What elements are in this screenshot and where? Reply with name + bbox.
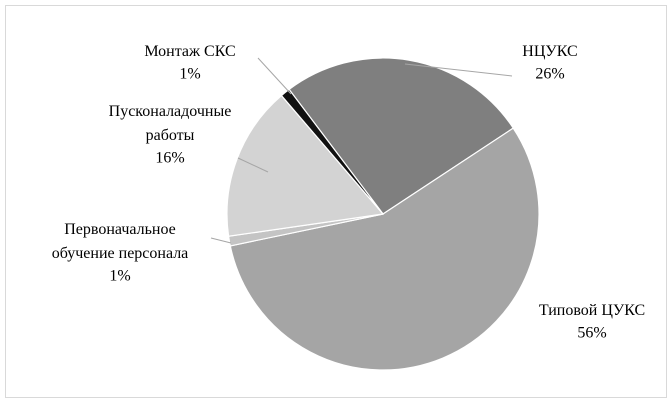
leader-line: [210, 237, 232, 244]
category-label-line: Монтаж СКС: [144, 43, 235, 60]
pie-slice: [226, 94, 385, 237]
pie-slice: [280, 88, 384, 215]
value-label: 26%: [535, 66, 564, 83]
category-label-line: работы: [146, 127, 195, 144]
category-label-line: Первоначальное: [64, 221, 176, 238]
value-label: 1%: [179, 66, 200, 83]
category-label-line: обучение персонала: [52, 245, 189, 262]
category-label: Первоначальное обучение персонала: [52, 221, 189, 262]
category-label: Монтаж СКС: [144, 43, 235, 60]
category-label-line: НЦУКС: [522, 43, 577, 60]
leader-line: [257, 57, 292, 95]
category-label-line: Пусконаладочные: [109, 103, 232, 120]
pie-slice: [288, 57, 515, 215]
value-label: 56%: [577, 325, 606, 342]
category-label: Типовой ЦУКС: [539, 302, 645, 319]
leader-line: [237, 157, 269, 173]
category-label: Пусконаладочные работы: [109, 103, 232, 144]
category-label: НЦУКС: [522, 43, 577, 60]
value-label: 1%: [109, 268, 130, 285]
value-label: 16%: [155, 150, 184, 167]
pie-slice: [229, 127, 540, 371]
category-label-line: Типовой ЦУКС: [539, 302, 645, 319]
leader-line: [404, 63, 513, 77]
